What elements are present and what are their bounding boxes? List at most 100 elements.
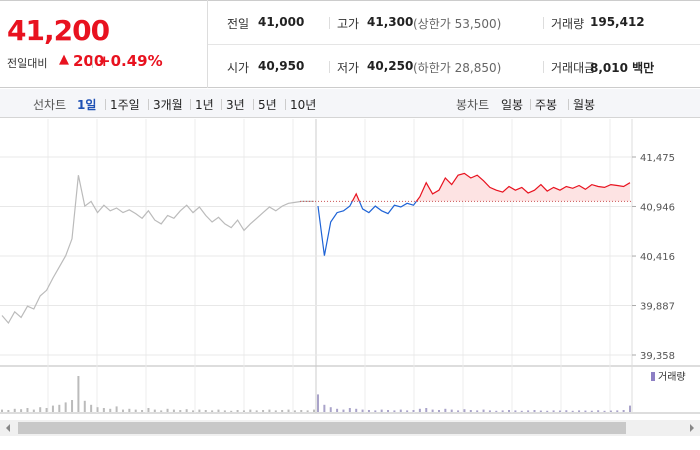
scroll-left[interactable] — [6, 424, 10, 432]
volume-bar — [348, 408, 351, 412]
change-rate: +0.49% — [98, 52, 163, 70]
tab-bar — [0, 89, 700, 118]
stat-label: 고가 — [337, 17, 360, 31]
divider — [253, 99, 254, 110]
volume-bar — [597, 410, 600, 412]
divider — [208, 44, 700, 45]
divider — [530, 99, 531, 110]
volume-bar — [274, 410, 277, 412]
volume-bar — [463, 409, 466, 412]
volume-bar — [622, 410, 625, 412]
legend-swatch — [651, 372, 655, 381]
volume-bar — [616, 410, 619, 412]
volume-bar — [166, 408, 169, 412]
candle-tab[interactable]: 일봉 — [501, 98, 524, 112]
stat-label: 저가 — [337, 61, 360, 75]
current-price: 41,200 — [7, 14, 110, 47]
volume-bar — [508, 410, 511, 412]
stat-label: 전일 — [227, 17, 250, 31]
volume-bar — [128, 408, 131, 412]
divider — [329, 17, 330, 29]
divider — [568, 99, 569, 110]
volume-bar — [355, 408, 358, 412]
candle-tab[interactable]: 주봉 — [535, 98, 558, 112]
volume-bar — [287, 409, 290, 412]
volume-bar — [444, 408, 447, 412]
volume-bar — [495, 410, 498, 412]
volume-bar — [249, 409, 252, 412]
period-tab[interactable]: 5년 — [258, 98, 277, 112]
volume-bar — [482, 409, 485, 412]
stat-value: 40,250 — [367, 59, 414, 73]
volume-bar — [565, 410, 568, 412]
quote-header — [0, 0, 700, 88]
volume-bar — [425, 408, 428, 412]
volume-bar — [584, 410, 587, 412]
volume-bar — [192, 410, 195, 412]
volume-bar — [262, 410, 265, 412]
period-tab[interactable]: 1주일 — [110, 98, 140, 112]
stat-extra: (하한가 28,850) — [413, 61, 502, 75]
volume-bar — [185, 409, 188, 412]
volume-bar — [546, 410, 549, 412]
volume-bar — [211, 410, 214, 412]
candle-tab[interactable]: 월봉 — [573, 98, 596, 112]
divider — [543, 17, 544, 29]
y-tick-label: 40,946 — [640, 202, 675, 213]
y-tick-label: 39,358 — [640, 351, 675, 362]
period-tab[interactable]: 1일 — [77, 98, 97, 112]
y-tick-label: 40,416 — [640, 252, 675, 263]
volume-bar — [313, 409, 315, 412]
volume-bar — [469, 410, 472, 412]
volume-bar — [141, 410, 144, 412]
volume-bar — [342, 409, 345, 412]
tab-label: 선차트 — [33, 98, 67, 112]
volume-bar — [179, 410, 182, 412]
stat-extra: (상한가 53,500) — [413, 17, 502, 31]
volume-bar — [578, 410, 581, 412]
scroll-right[interactable] — [690, 424, 694, 432]
volume-bar — [533, 410, 536, 412]
volume-bar — [172, 409, 175, 412]
up-area — [318, 173, 630, 202]
period-tab[interactable]: 3개월 — [153, 98, 183, 112]
period-tab[interactable]: 3년 — [226, 98, 245, 112]
volume-bar — [380, 409, 383, 412]
volume-bar — [317, 394, 319, 412]
volume-bar — [571, 410, 574, 412]
volume-bar — [399, 409, 402, 412]
divider — [105, 99, 106, 110]
volume-bar — [45, 408, 48, 412]
volume-bar — [242, 410, 245, 412]
volume-bar — [32, 409, 35, 412]
change-label: 전일대비 — [7, 57, 48, 70]
period-tab[interactable]: 1년 — [195, 98, 214, 112]
volume-bar — [13, 408, 16, 412]
volume-bar — [160, 410, 163, 412]
volume-bar — [217, 409, 220, 412]
stat-value: 40,950 — [258, 59, 305, 73]
volume-bar — [39, 407, 42, 412]
volume-bar — [198, 409, 201, 412]
divider — [190, 99, 191, 110]
stat-label: 시가 — [227, 61, 250, 75]
period-tab[interactable]: 10년 — [290, 98, 317, 112]
stat-label: 거래량 — [551, 17, 585, 31]
volume-bar — [109, 408, 112, 412]
up-icon: ▲ — [59, 52, 69, 67]
divider — [207, 0, 208, 88]
volume-bar — [431, 409, 434, 412]
scroll-thumb[interactable] — [18, 422, 626, 434]
volume-bar — [281, 410, 284, 412]
volume-bar — [520, 410, 523, 412]
volume-bar — [90, 404, 93, 412]
volume-bar — [367, 410, 370, 412]
volume-bar — [603, 410, 606, 412]
volume-bar — [115, 406, 118, 412]
volume-bar — [552, 410, 555, 412]
y-tick-label: 41,475 — [640, 153, 675, 164]
volume-bar — [488, 410, 491, 412]
volume-bar — [329, 407, 332, 412]
